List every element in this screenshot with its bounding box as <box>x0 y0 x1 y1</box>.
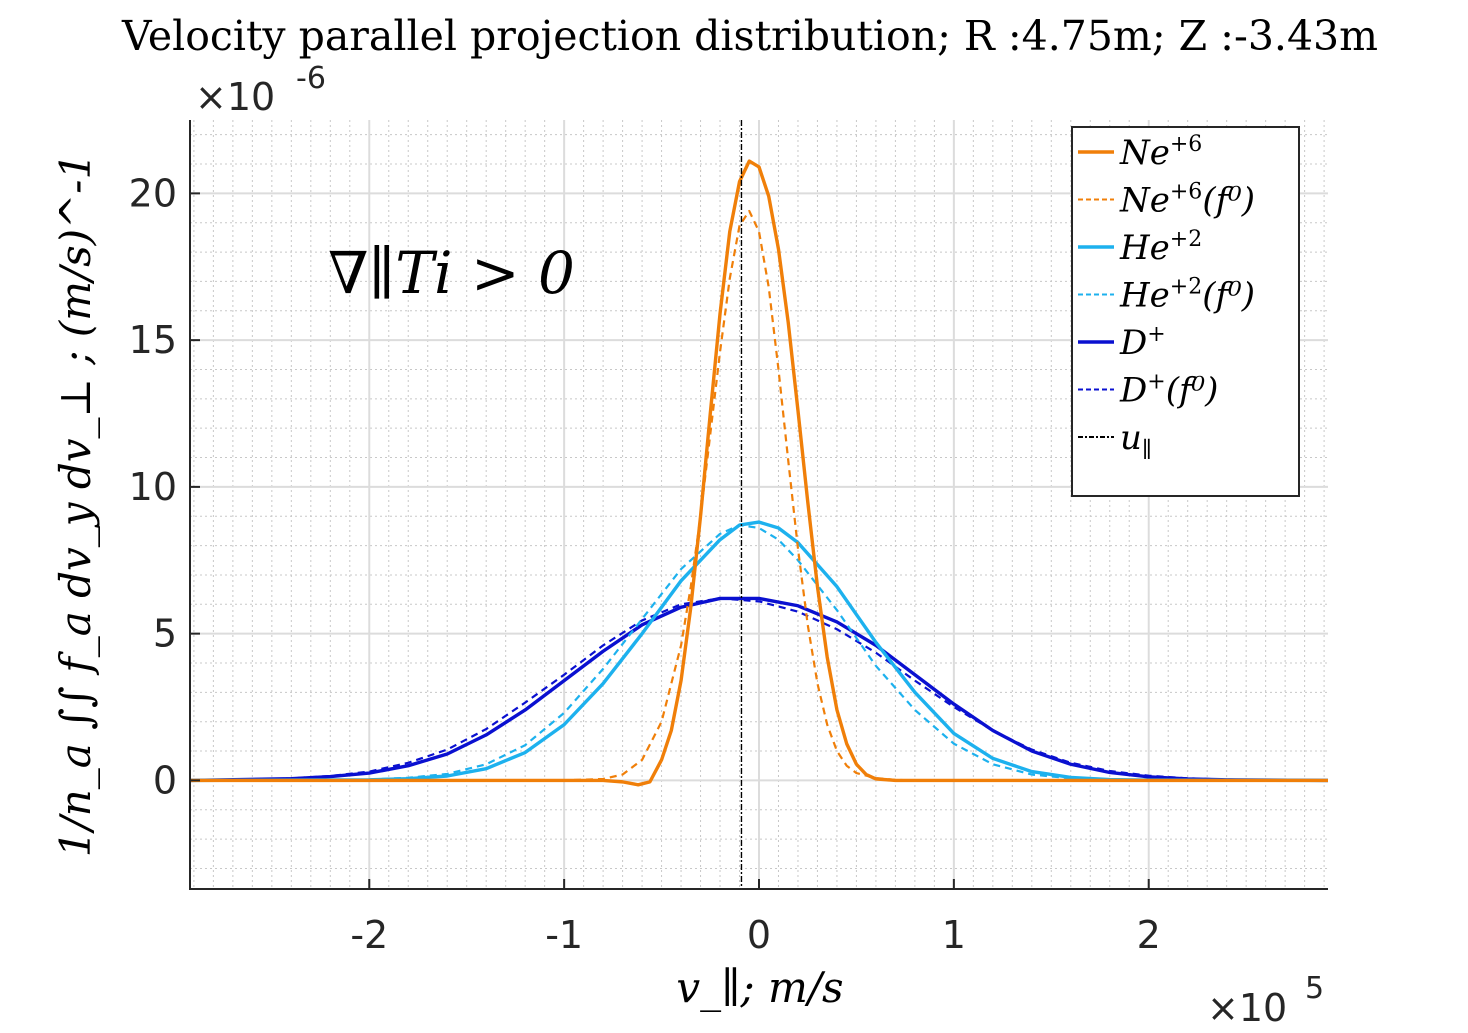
axes-frame <box>189 120 1328 890</box>
y-multiplier-exponent: -6 <box>296 61 326 96</box>
annotation: ∇∥Ti > 0 <box>328 239 575 307</box>
series-layer <box>189 159 1329 787</box>
x-tick-label: 1 <box>942 913 966 957</box>
x-axis-label: v_∥; m/s <box>676 963 843 1012</box>
series-line-he-2 <box>189 520 1329 783</box>
series-line-ne-6 <box>190 159 1328 787</box>
x-tick-label: 0 <box>747 913 771 957</box>
y-axis-label: 1/n_a ∫∫ f_a dv_y dv_⊥ ; (m/s)^-1 <box>51 153 100 857</box>
series-line-he-2-f0- <box>189 523 1329 782</box>
legend-label: Ne+6 <box>1119 132 1202 173</box>
x-ticks: -2 -1 0 1 2 <box>350 879 1161 957</box>
x-multiplier-base: ×10 <box>1207 986 1287 1030</box>
y-multiplier-base: ×10 <box>195 75 275 119</box>
legend-label: Ne+6(f⁰) <box>1119 180 1255 221</box>
legend: Ne+6 Ne+6(f⁰) He+2 He+2(f⁰) D+ D+(f⁰) u∥ <box>1071 126 1300 497</box>
legend-label: u∥ <box>1120 418 1152 463</box>
x-tick-label: -2 <box>350 913 388 957</box>
y-tick-label: 5 <box>153 612 177 656</box>
y-tick-label: 20 <box>129 171 177 215</box>
y-tick-label: 10 <box>129 465 177 509</box>
series-line-d-f0- <box>189 597 1329 782</box>
x-multiplier: ×10 5 <box>1207 971 1324 1030</box>
legend-box <box>1071 126 1300 497</box>
x-tick-label: 2 <box>1137 913 1161 957</box>
x-tick-label: -1 <box>545 913 583 957</box>
y-tick-label: 15 <box>129 318 177 362</box>
legend-label: D+(f⁰) <box>1119 370 1218 411</box>
x-multiplier-exponent: 5 <box>1305 971 1324 1006</box>
series-line-ne-6-f0- <box>190 209 1328 782</box>
annotation-text: ∇∥Ti > 0 <box>328 239 575 307</box>
y-multiplier: ×10 -6 <box>195 61 326 119</box>
series-line-d- <box>189 596 1329 783</box>
y-ticks: 0 5 10 15 20 <box>129 171 200 802</box>
chart-title: Velocity parallel projection distributio… <box>121 12 1378 60</box>
y-tick-label: 0 <box>153 758 177 802</box>
legend-label: He+2 <box>1119 227 1202 268</box>
legend-label: He+2(f⁰) <box>1119 275 1255 316</box>
legend-label: D+ <box>1119 322 1166 363</box>
